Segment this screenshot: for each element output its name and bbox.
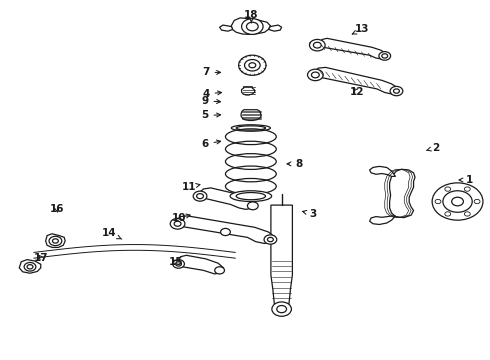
Ellipse shape bbox=[236, 193, 266, 200]
Circle shape bbox=[272, 302, 292, 316]
Circle shape bbox=[49, 236, 62, 246]
Circle shape bbox=[390, 86, 403, 96]
Text: 14: 14 bbox=[102, 228, 122, 239]
Circle shape bbox=[215, 267, 224, 274]
Polygon shape bbox=[19, 260, 41, 273]
Circle shape bbox=[249, 63, 256, 68]
Polygon shape bbox=[241, 110, 261, 121]
Polygon shape bbox=[174, 216, 274, 243]
Polygon shape bbox=[369, 216, 395, 225]
Circle shape bbox=[242, 19, 263, 35]
Ellipse shape bbox=[231, 125, 270, 131]
Circle shape bbox=[435, 199, 441, 204]
Polygon shape bbox=[220, 25, 233, 31]
Polygon shape bbox=[46, 234, 65, 247]
Circle shape bbox=[445, 187, 451, 191]
Text: 7: 7 bbox=[202, 67, 220, 77]
Polygon shape bbox=[231, 18, 270, 35]
Text: 4: 4 bbox=[202, 89, 221, 99]
Circle shape bbox=[246, 22, 258, 31]
Circle shape bbox=[465, 212, 470, 216]
Text: 3: 3 bbox=[303, 209, 317, 219]
Polygon shape bbox=[242, 87, 255, 95]
Circle shape bbox=[308, 69, 323, 81]
Circle shape bbox=[52, 239, 58, 243]
Circle shape bbox=[264, 235, 277, 244]
Text: 18: 18 bbox=[244, 10, 259, 23]
Circle shape bbox=[239, 55, 266, 75]
Text: 13: 13 bbox=[352, 24, 369, 35]
Circle shape bbox=[310, 40, 325, 51]
Text: 5: 5 bbox=[201, 111, 220, 121]
Circle shape bbox=[393, 89, 399, 93]
Polygon shape bbox=[369, 166, 395, 176]
Text: 17: 17 bbox=[34, 253, 49, 263]
Polygon shape bbox=[269, 25, 282, 31]
Circle shape bbox=[465, 187, 470, 191]
Text: 10: 10 bbox=[172, 213, 190, 222]
Circle shape bbox=[247, 202, 258, 210]
Polygon shape bbox=[390, 169, 415, 218]
Circle shape bbox=[24, 262, 36, 271]
Circle shape bbox=[474, 199, 480, 204]
Circle shape bbox=[196, 194, 203, 199]
Circle shape bbox=[432, 183, 483, 220]
Circle shape bbox=[245, 59, 260, 71]
Text: 2: 2 bbox=[426, 143, 439, 153]
Circle shape bbox=[174, 221, 181, 226]
Circle shape bbox=[312, 72, 319, 78]
Circle shape bbox=[452, 197, 464, 206]
Text: 1: 1 bbox=[459, 175, 473, 185]
Ellipse shape bbox=[236, 126, 266, 130]
Circle shape bbox=[379, 51, 391, 60]
Circle shape bbox=[445, 212, 451, 216]
Text: 11: 11 bbox=[182, 182, 200, 192]
Circle shape bbox=[193, 191, 207, 201]
Circle shape bbox=[220, 228, 230, 235]
Circle shape bbox=[382, 54, 388, 58]
Polygon shape bbox=[314, 67, 399, 94]
Circle shape bbox=[268, 237, 273, 242]
Text: 16: 16 bbox=[49, 204, 64, 214]
Polygon shape bbox=[176, 255, 223, 274]
Circle shape bbox=[170, 219, 185, 229]
Text: 6: 6 bbox=[201, 139, 220, 149]
Text: 15: 15 bbox=[169, 257, 183, 267]
Circle shape bbox=[314, 42, 321, 48]
Text: 8: 8 bbox=[287, 159, 302, 169]
Ellipse shape bbox=[230, 191, 271, 202]
Polygon shape bbox=[271, 205, 293, 304]
Circle shape bbox=[172, 260, 184, 268]
Circle shape bbox=[27, 265, 33, 269]
Circle shape bbox=[443, 191, 472, 212]
Circle shape bbox=[175, 262, 181, 266]
Polygon shape bbox=[198, 188, 255, 210]
Polygon shape bbox=[318, 39, 387, 59]
Circle shape bbox=[277, 306, 287, 313]
Text: 9: 9 bbox=[201, 96, 220, 106]
Text: 12: 12 bbox=[350, 87, 365, 97]
